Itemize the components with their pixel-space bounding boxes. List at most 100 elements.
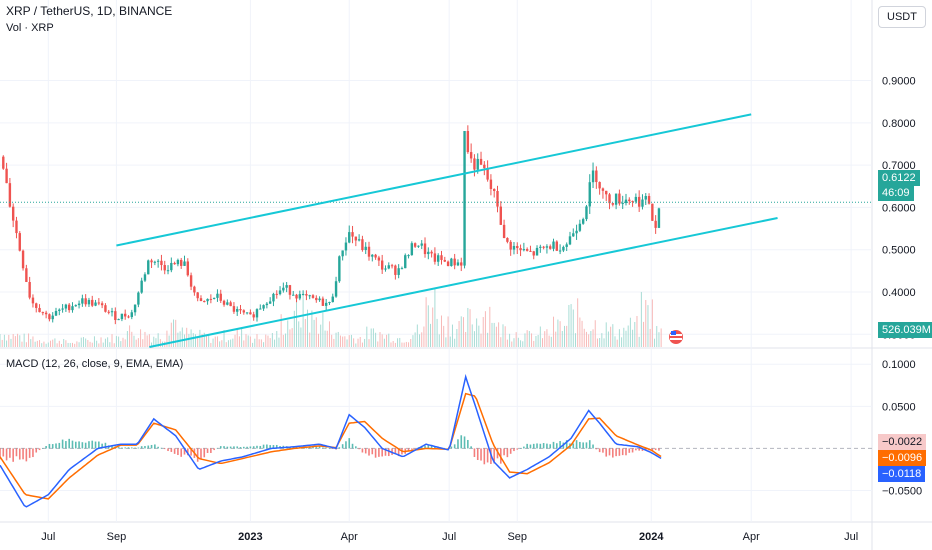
volume-bar xyxy=(339,335,341,347)
macd-histogram-bar xyxy=(275,444,278,449)
macd-histogram-bar xyxy=(190,448,192,456)
volume-bar xyxy=(324,330,326,347)
volume-bar xyxy=(559,321,561,347)
candle-body xyxy=(292,294,295,296)
candle-body xyxy=(496,190,499,207)
macd-histogram-bar xyxy=(532,443,535,449)
macd-histogram-bar xyxy=(615,448,617,457)
candle-body xyxy=(282,287,285,291)
volume-bar xyxy=(348,335,350,347)
volume-bar xyxy=(140,329,142,347)
candle-body xyxy=(433,253,437,262)
volume-bar xyxy=(289,329,291,347)
candle-body xyxy=(430,251,433,254)
volume-bar xyxy=(203,332,205,347)
histogram-badge: −0.0022 xyxy=(878,434,927,450)
volume-bar xyxy=(223,330,225,347)
candle-body xyxy=(71,306,74,311)
volume-bar xyxy=(574,333,576,347)
volume-bar xyxy=(168,335,170,347)
candle-body xyxy=(605,190,608,195)
candle-body xyxy=(657,208,661,228)
macd-histogram-bar xyxy=(71,440,74,449)
volume-bar xyxy=(487,332,489,347)
candle-body xyxy=(361,239,364,251)
candle-body xyxy=(107,311,110,313)
volume-bar xyxy=(460,316,462,347)
volume-bar xyxy=(451,324,453,347)
volume-bar xyxy=(148,334,150,347)
candle-body xyxy=(8,183,12,207)
volume-bar xyxy=(78,342,80,347)
candle-body xyxy=(123,313,127,317)
candle-body xyxy=(328,302,331,304)
candle-body xyxy=(285,285,288,288)
volume-bar xyxy=(216,336,218,347)
volume-bar xyxy=(205,336,207,347)
volume-bar xyxy=(129,325,131,347)
candle-body xyxy=(486,168,489,180)
volume-bar xyxy=(243,340,245,347)
price-tick-label: 0.5000 xyxy=(882,245,916,257)
volume-bar xyxy=(421,332,423,347)
candle-body xyxy=(81,298,84,304)
candle-body xyxy=(140,280,143,293)
volume-bar xyxy=(563,325,565,347)
candle-body xyxy=(212,297,216,299)
candle-body xyxy=(110,311,114,313)
volume-bar xyxy=(298,321,300,347)
candle-body xyxy=(539,246,542,248)
macd-histogram-bar xyxy=(94,441,97,449)
candle-body xyxy=(647,196,651,204)
volume-bar xyxy=(471,324,473,347)
volume-bar xyxy=(331,334,333,347)
candle-body xyxy=(153,261,157,263)
volume-bar xyxy=(93,336,95,347)
signal-badge: −0.0096 xyxy=(878,450,927,466)
macd-histogram-bar xyxy=(582,442,584,449)
candle-body xyxy=(394,265,397,275)
candle-body xyxy=(598,182,601,189)
volume-bar xyxy=(522,341,524,347)
macd-histogram-bar xyxy=(493,448,496,464)
macd-histogram-bar xyxy=(206,448,209,453)
macd-histogram-bar xyxy=(81,442,84,449)
volume-bar xyxy=(221,340,223,347)
macd-histogram-bar xyxy=(394,448,397,454)
macd-histogram-bar xyxy=(612,448,614,458)
macd-histogram-bar xyxy=(262,444,265,449)
volume-bar xyxy=(553,316,555,347)
candle-body xyxy=(48,314,51,320)
macd-histogram-bar xyxy=(526,443,528,449)
candle-body xyxy=(357,239,361,241)
volume-bar xyxy=(379,332,381,347)
macd-histogram-bar xyxy=(35,448,38,453)
macd-histogram-bar xyxy=(483,448,486,465)
candle-body xyxy=(278,290,282,295)
time-tick-label: Apr xyxy=(341,531,358,543)
volume-bar xyxy=(212,338,214,347)
macd-histogram-bar xyxy=(5,448,8,461)
volume-bar xyxy=(570,304,572,347)
macd-histogram-bar xyxy=(579,441,581,449)
candle-body xyxy=(400,268,404,270)
time-tick-label: Sep xyxy=(107,531,127,543)
candle-body xyxy=(644,196,647,200)
candle-body xyxy=(2,156,5,169)
macd-histogram-bar xyxy=(196,448,199,462)
volume-bar xyxy=(166,330,168,347)
volume-bar xyxy=(326,330,328,347)
volume-bar xyxy=(539,326,541,347)
volume-bar xyxy=(520,340,522,347)
macd-histogram-bar xyxy=(15,448,18,457)
volume-bar xyxy=(504,326,506,347)
macd-histogram-bar xyxy=(173,448,176,454)
macd-histogram-bar xyxy=(592,444,594,449)
macd-histogram-bar xyxy=(519,448,522,449)
volume-bar xyxy=(550,336,552,347)
candle-body xyxy=(506,238,509,242)
currency-button[interactable]: USDT xyxy=(878,6,926,28)
volume-bar xyxy=(188,333,190,347)
macd-histogram-bar xyxy=(183,448,186,455)
